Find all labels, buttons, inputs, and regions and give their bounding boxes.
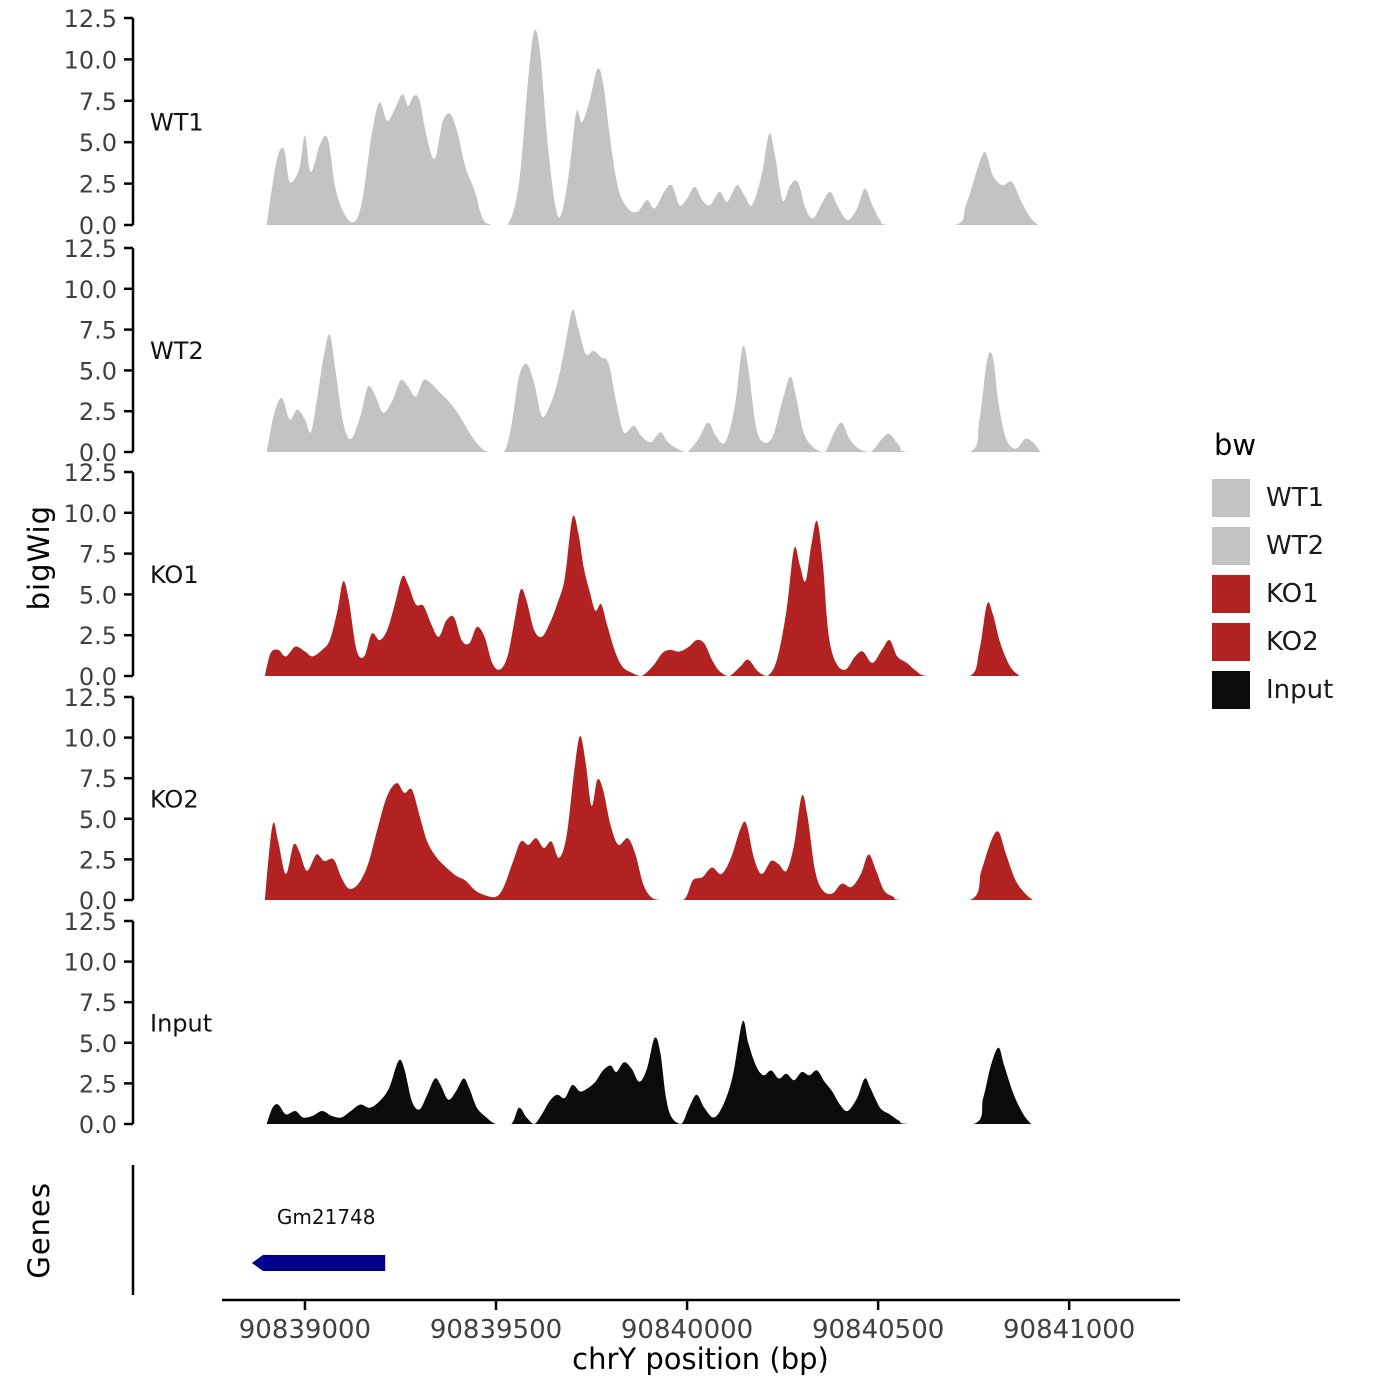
track-panel-KO2: 0.0 2.5 5.0 7.5 10.0 12.5 KO2	[64, 684, 1033, 915]
legend: bw WT1 WT2 KO1 KO2 Input	[1212, 428, 1333, 718]
y-tick-label: 7.5	[79, 317, 117, 345]
legend-item-input: Input	[1212, 670, 1333, 709]
signal-area-KO2	[264, 735, 1033, 900]
y-tick-label: 12.5	[64, 459, 117, 487]
y-tick-label: 2.5	[79, 622, 117, 650]
y-tick-label: 12.5	[64, 235, 117, 263]
signal-area-KO1	[264, 515, 1020, 676]
y-tick-label: 0.0	[79, 887, 117, 915]
y-tick-label: 0.0	[79, 439, 117, 467]
y-axis-title-bigwig: bigWig	[22, 505, 56, 611]
y-tick-label: 12.5	[64, 908, 117, 936]
track-label-WT1: WT1	[150, 109, 204, 137]
track-panel-KO1: 0.0 2.5 5.0 7.5 10.0 12.5 KO1	[64, 459, 1020, 691]
legend-label: WT1	[1266, 482, 1325, 513]
y-tick-label: 0.0	[79, 1111, 117, 1139]
x-tick-label: 90840500	[812, 1315, 944, 1345]
y-tick-label: 2.5	[79, 398, 117, 426]
y-tick-label: 7.5	[79, 541, 117, 569]
y-axis-title-genes: Genes	[22, 1182, 56, 1279]
legend-swatch	[1212, 622, 1250, 661]
y-tick-label: 0.0	[79, 212, 117, 240]
legend-label: Input	[1266, 674, 1334, 705]
y-tick-label: 5.0	[79, 357, 117, 385]
legend-title: bw	[1214, 428, 1257, 462]
legend-item-ko1: KO1	[1212, 574, 1333, 613]
legend-label: KO2	[1266, 626, 1319, 657]
y-tick-label: 10.0	[64, 276, 117, 304]
signal-area-WT2	[266, 309, 1041, 452]
genes-panel: Gm21748	[131, 1165, 386, 1295]
x-tick-label: 90841000	[1003, 1315, 1135, 1345]
legend-item-wt1: WT1	[1212, 478, 1333, 517]
y-tick-label: 5.0	[79, 806, 117, 834]
y-tick-label: 10.0	[64, 46, 117, 74]
track-panel-WT1: 0.0 2.5 5.0 7.5 10.0 12.5 WT1	[64, 5, 1039, 240]
track-panel-Input: 0.0 2.5 5.0 7.5 10.0 12.5 Input	[64, 908, 1031, 1139]
y-tick-label: 2.5	[79, 846, 117, 874]
x-tick-label: 90839500	[430, 1315, 562, 1345]
y-tick-label: 5.0	[79, 1030, 117, 1058]
track-label-KO2: KO2	[150, 786, 199, 814]
legend-label: WT2	[1266, 530, 1325, 561]
y-tick-label: 12.5	[64, 684, 117, 712]
y-tick-label: 10.0	[64, 500, 117, 528]
signal-area-Input	[266, 1020, 1031, 1124]
y-tick-label: 7.5	[79, 765, 117, 793]
y-tick-label: 12.5	[64, 5, 117, 33]
track-label-WT2: WT2	[150, 337, 204, 365]
x-axis-title: chrY position (bp)	[572, 1342, 829, 1376]
legend-label: KO1	[1266, 578, 1319, 609]
y-tick-label: 10.0	[64, 725, 117, 753]
signal-area-WT1	[266, 29, 1039, 226]
y-tick-label: 5.0	[79, 581, 117, 609]
legend-swatch	[1212, 478, 1250, 517]
y-tick-label: 5.0	[79, 129, 117, 157]
gene-strand-arrow	[251, 1255, 263, 1271]
gene-body	[262, 1255, 386, 1271]
y-tick-label: 7.5	[79, 989, 117, 1017]
x-tick-label: 90839000	[239, 1315, 371, 1345]
legend-item-ko2: KO2	[1212, 622, 1333, 661]
legend-item-wt2: WT2	[1212, 526, 1333, 565]
track-label-Input: Input	[150, 1010, 212, 1038]
legend-swatch	[1212, 526, 1250, 565]
y-tick-label: 0.0	[79, 663, 117, 691]
y-tick-label: 2.5	[79, 1070, 117, 1098]
legend-items: WT1 WT2 KO1 KO2 Input	[1212, 478, 1333, 709]
track-panel-WT2: 0.0 2.5 5.0 7.5 10.0 12.5 WT2	[64, 235, 1041, 467]
x-axis: 90839000 90839500 90840000 90840500 90841000	[222, 1298, 1180, 1345]
y-tick-label: 10.0	[64, 949, 117, 977]
track-label-KO1: KO1	[150, 561, 199, 589]
legend-swatch	[1212, 574, 1250, 613]
legend-swatch	[1212, 670, 1250, 709]
y-tick-label: 7.5	[79, 88, 117, 116]
y-tick-label: 2.5	[79, 171, 117, 199]
gene-name-label: Gm21748	[277, 1205, 376, 1229]
x-tick-label: 90840000	[621, 1315, 753, 1345]
